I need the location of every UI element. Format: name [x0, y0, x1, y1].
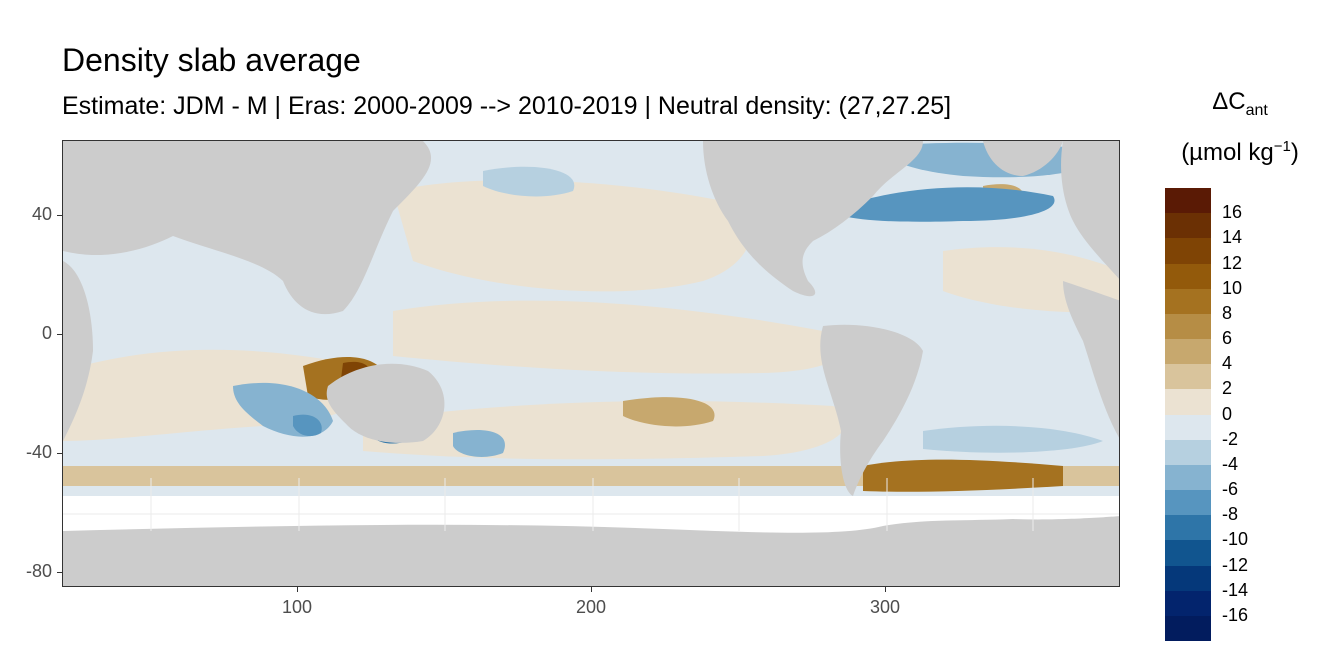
legend-unit-prefix: (µmol kg — [1181, 139, 1274, 166]
legend-color-step — [1165, 288, 1211, 315]
legend-label: 10 — [1222, 277, 1243, 298]
legend-label: -16 — [1222, 604, 1249, 625]
legend-label: -12 — [1222, 554, 1249, 575]
legend-label: -4 — [1222, 453, 1239, 474]
legend-title-symbol: ΔC — [1212, 88, 1246, 115]
chart-subtitle: Estimate: JDM - M | Eras: 2000-2009 --> … — [62, 92, 952, 120]
legend-color-step — [1165, 540, 1211, 566]
land-eurasia-north — [63, 141, 432, 315]
land-europe — [1061, 141, 1119, 279]
x-tick-mark — [591, 587, 592, 592]
legend-color-step — [1165, 615, 1211, 642]
anomaly-patch-indian-negative-core — [293, 414, 322, 437]
legend-label: -2 — [1222, 428, 1239, 449]
map-panel — [62, 140, 1120, 587]
legend-color-step — [1165, 464, 1211, 491]
legend-label: -14 — [1222, 579, 1249, 600]
legend-colorbar — [1165, 188, 1211, 642]
anomaly-patch-north-atlantic-negative — [843, 187, 1055, 222]
x-tick-label: 200 — [575, 597, 607, 617]
legend-label: 8 — [1222, 302, 1233, 323]
legend-label: 0 — [1222, 403, 1233, 424]
y-tick-label: -80 — [25, 561, 52, 581]
legend-unit: (µmol kg−1) — [1160, 138, 1320, 167]
legend-color-step — [1165, 238, 1211, 264]
legend-color-step — [1165, 313, 1211, 340]
legend-label: -6 — [1222, 479, 1239, 499]
legend-color-step — [1165, 213, 1211, 239]
y-tick-label: 0 — [41, 323, 52, 343]
legend-color-step — [1165, 490, 1211, 516]
y-tick-mark — [57, 572, 62, 573]
x-tick-mark — [885, 587, 886, 592]
legend-color-step — [1165, 188, 1211, 214]
legend-color-step — [1165, 565, 1211, 592]
legend-color-step — [1165, 515, 1211, 541]
legend-title-subscript: ant — [1245, 101, 1268, 119]
legend-color-step — [1165, 364, 1211, 390]
ocean-map — [63, 141, 1119, 586]
x-tick-label: 300 — [869, 597, 901, 617]
anomaly-patch-tasman — [623, 397, 715, 427]
legend-color-step — [1165, 339, 1211, 365]
legend-color-step — [1165, 389, 1211, 415]
legend-label: 14 — [1222, 227, 1243, 248]
land-africa — [63, 261, 93, 441]
anomaly-band-north-pacific — [393, 180, 751, 292]
y-tick-mark — [57, 215, 62, 216]
chart-title: Density slab average — [62, 42, 361, 78]
legend-label: 16 — [1222, 202, 1243, 223]
land-north-america — [703, 141, 923, 297]
x-tick-mark — [297, 587, 298, 592]
legend-label: 2 — [1222, 378, 1233, 399]
land-greenland — [983, 141, 1063, 176]
graticule — [63, 478, 1119, 531]
y-tick-label: 40 — [31, 204, 52, 224]
legend-color-step — [1165, 263, 1211, 290]
legend-color-step — [1165, 590, 1211, 617]
legend-label: 6 — [1222, 328, 1233, 348]
land-antarctica — [63, 516, 1119, 586]
legend-title: ΔCant — [1160, 88, 1320, 120]
legend-color-step — [1165, 439, 1211, 466]
y-tick-mark — [57, 453, 62, 454]
legend-label: -8 — [1222, 504, 1239, 525]
legend-label: 12 — [1222, 252, 1243, 273]
y-tick-label: -40 — [25, 442, 52, 462]
anomaly-patch-south-pacific-negative — [453, 430, 505, 457]
land-masses — [63, 141, 1119, 586]
legend-color-step — [1165, 414, 1211, 441]
land-south-america — [820, 324, 923, 496]
y-tick-mark — [57, 334, 62, 335]
legend-unit-suffix: ) — [1290, 139, 1299, 166]
anomaly-patch-north-pacific-negative — [483, 166, 575, 197]
legend-label: -10 — [1222, 529, 1249, 550]
anomaly-patch-south-atlantic-negative — [923, 425, 1103, 453]
anomaly-band-equatorial-pacific — [393, 300, 846, 374]
x-tick-label: 100 — [281, 597, 313, 617]
anomaly-patch-argentine-basin — [863, 459, 1063, 492]
land-australia — [326, 363, 445, 443]
legend-unit-exponent: −1 — [1273, 138, 1291, 155]
land-africa-west — [1063, 281, 1119, 438]
legend-label: 4 — [1222, 353, 1233, 374]
